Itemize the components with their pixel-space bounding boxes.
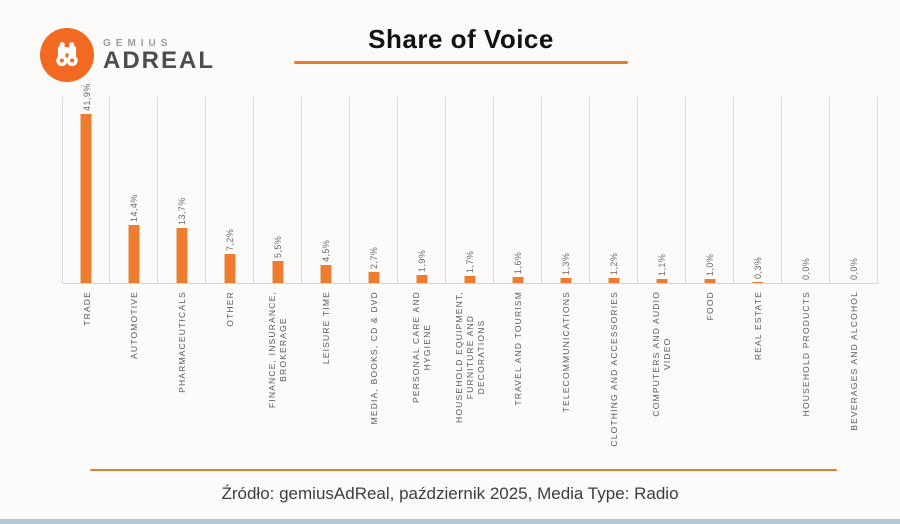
chart-category-column: 0,0% HOUSEHOLD PRODUCTS xyxy=(782,97,830,416)
bar-value-label: 5,5% xyxy=(273,235,283,258)
chart-category-column: 1,3% TELECOMMUNICATIONS xyxy=(542,97,590,412)
bar xyxy=(560,278,571,283)
category-label: HOUSEHOLD EQUIPMENT, FURNITURE AND DECOR… xyxy=(453,291,486,423)
bar-value-label: 0,0% xyxy=(849,257,859,280)
chart-category-column: 1,6% TRAVEL AND TOURISM xyxy=(494,97,542,406)
bar-value-label: 1,0% xyxy=(705,253,715,276)
bar xyxy=(368,272,379,283)
chart-category-column: 1,9% PERSONAL CARE AND HYGIENE xyxy=(398,97,446,403)
bar xyxy=(224,254,235,283)
category-label: TRAVEL AND TOURISM xyxy=(512,291,523,406)
bar xyxy=(80,114,92,283)
bar xyxy=(128,225,139,283)
chart-category-column: 1,7% HOUSEHOLD EQUIPMENT, FURNITURE AND D… xyxy=(446,97,494,423)
bottom-edge-strip xyxy=(0,519,900,524)
bar-value-label: 14,4% xyxy=(129,194,139,222)
bar-value-label: 1,3% xyxy=(561,252,571,275)
category-label: BEVERAGES AND ALCOHOL xyxy=(848,291,859,431)
category-label: PERSONAL CARE AND HYGIENE xyxy=(411,291,432,404)
bar-value-label: 1,9% xyxy=(417,249,427,272)
chart-category-column: 0,0% BEVERAGES AND ALCOHOL xyxy=(830,97,878,431)
chart-category-column: 1,0% FOOD xyxy=(686,97,734,320)
bar-value-label: 4,5% xyxy=(321,239,331,262)
bar xyxy=(608,278,619,283)
bar-value-label: 0,3% xyxy=(753,256,763,279)
bar-value-label: 1,7% xyxy=(465,250,475,273)
category-label: REAL ESTATE xyxy=(752,291,763,361)
logo-circle xyxy=(40,28,94,82)
brand-name-gemius: GEMIUS xyxy=(103,38,173,49)
category-label: LEISURE TIME xyxy=(320,291,331,365)
bar xyxy=(176,228,187,283)
chart-category-column: 1,2% CLOTHING AND ACCESSORIES xyxy=(590,97,638,447)
bar xyxy=(320,265,331,283)
category-label: TRADE xyxy=(81,291,92,326)
category-label: OTHER xyxy=(224,291,235,327)
bar-value-label: 41,9% xyxy=(82,83,92,111)
chart-category-column: 4,5% LEISURE TIME xyxy=(302,97,350,364)
category-label: FINANCE, INSURANCE, BROKERAGE xyxy=(267,291,288,409)
bar-value-label: 1,6% xyxy=(513,251,523,274)
bar-value-label: 13,7% xyxy=(177,197,187,225)
footer-divider-line xyxy=(90,469,837,471)
bar-value-label: 7,2% xyxy=(225,228,235,251)
bar xyxy=(656,279,667,283)
logo-wordmark: GEMIUS ADREAL xyxy=(103,38,215,74)
chart-category-column: 5,5% FINANCE, INSURANCE, BROKERAGE xyxy=(254,97,302,408)
bar xyxy=(704,279,715,283)
category-label: PHARMACEUTICALS xyxy=(176,291,187,393)
bar-chart-plot-area: 41,9% TRADE 14,4% AUTOMOTIVE 13,7% PHARMACEUT… xyxy=(62,83,878,447)
title-underline xyxy=(294,61,628,64)
chart-category-column: 41,9% TRADE xyxy=(62,83,110,326)
bar xyxy=(272,261,283,283)
bar-value-label: 1,1% xyxy=(657,253,667,276)
category-label: AUTOMOTIVE xyxy=(128,291,139,359)
page-title: Share of Voice xyxy=(368,24,554,54)
bar xyxy=(512,277,523,283)
bar-value-label: 1,2% xyxy=(609,252,619,275)
chart-category-column: 13,7% PHARMACEUTICALS xyxy=(158,97,206,393)
category-label: CLOTHING AND ACCESSORIES xyxy=(608,291,619,447)
chart-category-column: 7,2% OTHER xyxy=(206,97,254,327)
category-label: FOOD xyxy=(704,291,715,321)
category-axis-line xyxy=(62,283,878,284)
category-label: TELECOMMUNICATIONS xyxy=(560,291,571,413)
chart-category-column: 1,1% COMPUTERS AND AUDIO VIDEO xyxy=(638,97,686,417)
brand-logo: GEMIUS ADREAL xyxy=(40,28,215,82)
chart-category-column: 14,4% AUTOMOTIVE xyxy=(110,97,158,359)
binoculars-icon xyxy=(56,42,78,67)
source-note: Źródło: gemiusAdReal, październik 2025, … xyxy=(221,484,679,503)
category-label: HOUSEHOLD PRODUCTS xyxy=(800,291,811,417)
bar-value-label: 2,7% xyxy=(369,246,379,269)
bar xyxy=(464,276,475,283)
chart-category-column: 2,7% MEDIA, BOOKS, CD & DVD xyxy=(350,97,398,424)
brand-name-adreal: ADREAL xyxy=(103,47,215,74)
category-label: COMPUTERS AND AUDIO VIDEO xyxy=(651,291,672,417)
bar xyxy=(752,282,763,283)
chart-category-column: 0,3% REAL ESTATE xyxy=(734,97,782,360)
category-label: MEDIA, BOOKS, CD & DVD xyxy=(368,291,379,425)
bar-value-label: 0,0% xyxy=(801,257,811,280)
bar xyxy=(416,275,427,283)
